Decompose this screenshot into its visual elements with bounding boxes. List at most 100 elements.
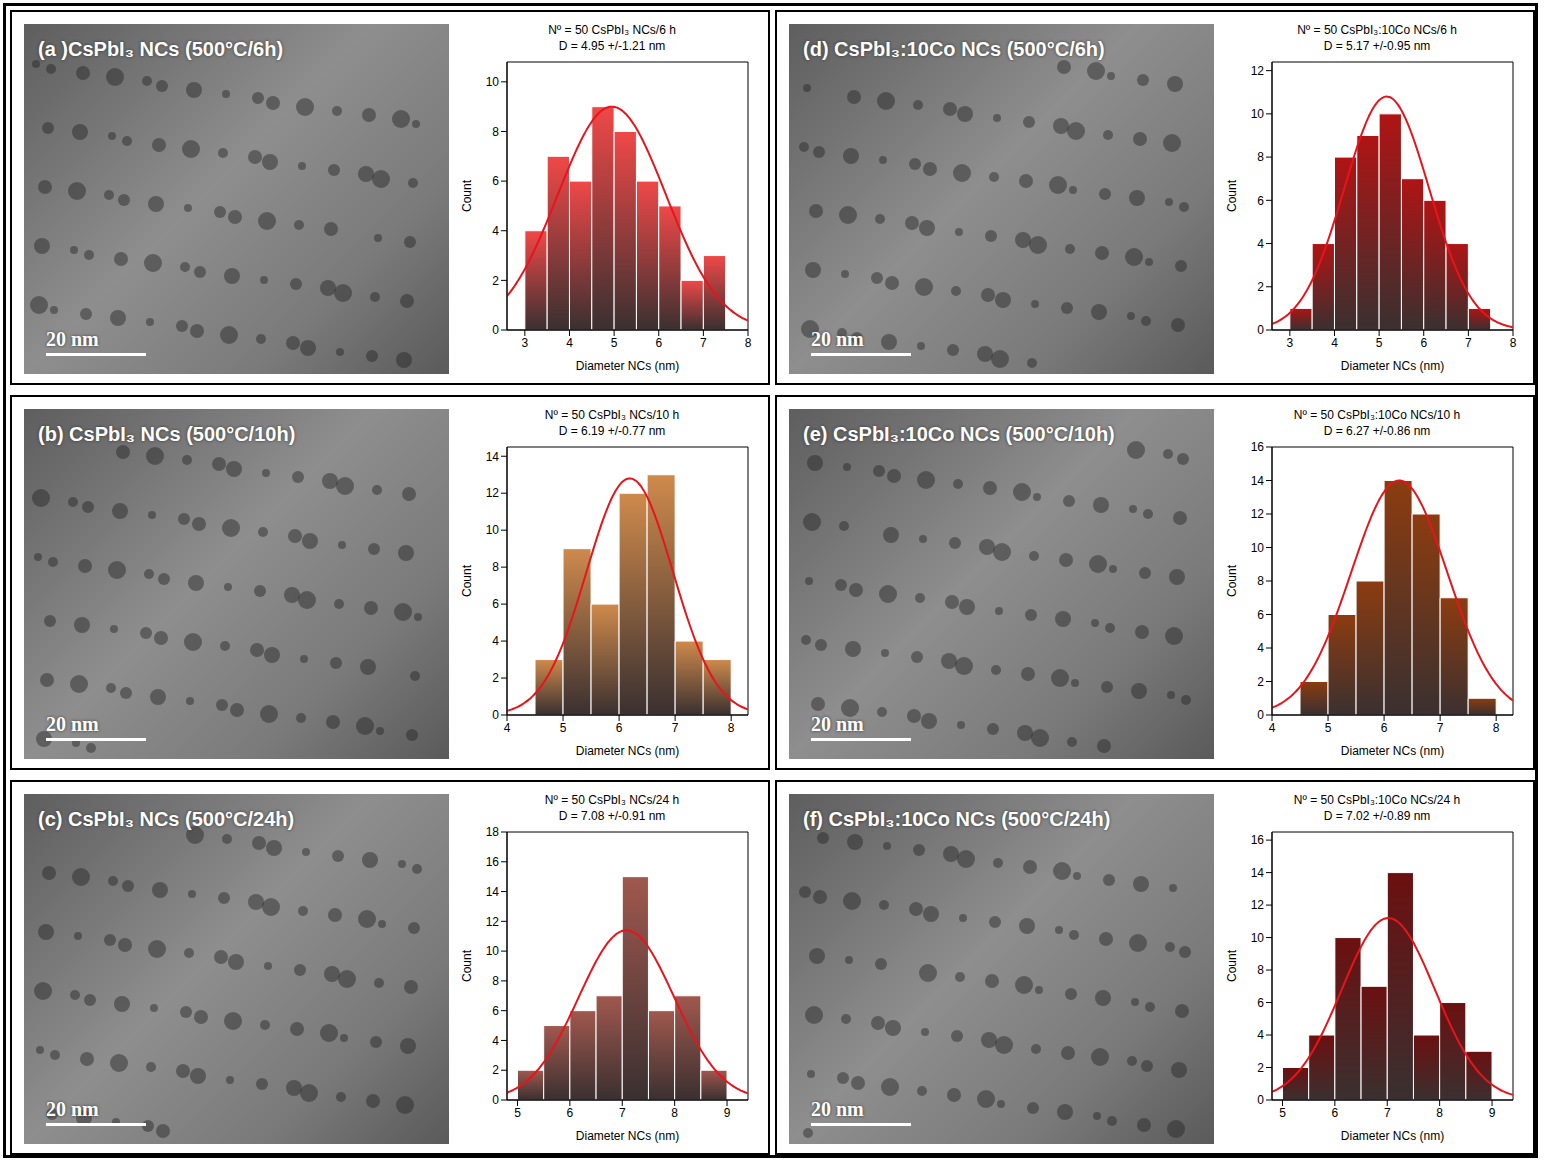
svg-text:4: 4 [1331, 336, 1338, 350]
svg-text:4: 4 [1257, 237, 1264, 251]
svg-text:6: 6 [1257, 194, 1264, 208]
svg-text:5: 5 [560, 721, 567, 735]
html-text:(b) CsPbI₃ NCs (500°C/10h): (b) CsPbI₃ NCs (500°C/10h) [38, 423, 296, 445]
svg-text:9: 9 [1489, 1106, 1496, 1120]
svg-text:5: 5 [514, 1106, 521, 1120]
svg-text:2: 2 [1257, 280, 1264, 294]
svg-text:4: 4 [1257, 641, 1264, 655]
svg-text:2: 2 [1257, 675, 1264, 689]
svg-text:9: 9 [724, 1106, 731, 1120]
svg-text:12: 12 [1251, 64, 1265, 78]
svg-text:5: 5 [1376, 336, 1383, 350]
html-text:(d) CsPbI₃:10Co NCs (500°C/6h): (d) CsPbI₃:10Co NCs (500°C/6h) [803, 38, 1105, 60]
svg-text:7: 7 [619, 1106, 626, 1120]
svg-text:10: 10 [486, 75, 500, 89]
svg-text:Diameter NCs (nm): Diameter NCs (nm) [576, 359, 679, 373]
svg-text:4: 4 [492, 1034, 499, 1048]
html-text:(c) CsPbI₃ NCs (500°C/24h): (c) CsPbI₃ NCs (500°C/24h) [38, 808, 295, 830]
svg-text:Diameter NCs (nm): Diameter NCs (nm) [1341, 359, 1444, 373]
svg-text:2: 2 [1257, 1061, 1264, 1075]
svg-text:7: 7 [672, 721, 679, 735]
svg-text:2: 2 [492, 1063, 499, 1077]
svg-text:10: 10 [1251, 931, 1265, 945]
svg-text:0: 0 [1257, 1093, 1264, 1107]
svg-text:4: 4 [492, 634, 499, 648]
svg-text:5: 5 [1279, 1106, 1286, 1120]
svg-text:Count: Count [1225, 564, 1239, 597]
svg-text:14: 14 [486, 885, 500, 899]
svg-text:8: 8 [1436, 1106, 1443, 1120]
svg-text:Count: Count [460, 949, 474, 982]
svg-text:5: 5 [1325, 721, 1332, 735]
svg-text:4: 4 [566, 336, 573, 350]
svg-text:7: 7 [1465, 336, 1472, 350]
svg-text:0: 0 [1257, 708, 1264, 722]
svg-text:4: 4 [1269, 721, 1276, 735]
svg-text:18: 18 [486, 826, 500, 839]
html-text:(a )CsPbI₃ NCs (500°C/6h): (a )CsPbI₃ NCs (500°C/6h) [38, 38, 284, 60]
svg-text:6: 6 [1381, 721, 1388, 735]
svg-text:10: 10 [486, 523, 500, 537]
svg-text:Count: Count [1225, 949, 1239, 982]
svg-text:6: 6 [492, 597, 499, 611]
svg-text:Diameter NCs (nm): Diameter NCs (nm) [576, 744, 679, 758]
svg-text:Count: Count [460, 179, 474, 212]
svg-text:8: 8 [728, 721, 735, 735]
svg-text:0: 0 [492, 1093, 499, 1107]
svg-text:8: 8 [492, 560, 499, 574]
svg-text:4: 4 [504, 721, 511, 735]
svg-text:Diameter NCs (nm): Diameter NCs (nm) [1341, 1129, 1444, 1143]
svg-text:12: 12 [1251, 898, 1265, 912]
svg-text:6: 6 [616, 721, 623, 735]
svg-text:14: 14 [486, 450, 500, 464]
svg-text:4: 4 [492, 224, 499, 238]
svg-text:14: 14 [1251, 866, 1265, 880]
svg-text:16: 16 [486, 855, 500, 869]
svg-text:16: 16 [1251, 441, 1265, 454]
svg-text:0: 0 [492, 323, 499, 337]
svg-text:12: 12 [1251, 507, 1265, 521]
svg-text:10: 10 [1251, 541, 1265, 555]
svg-text:Diameter NCs (nm): Diameter NCs (nm) [576, 1129, 679, 1143]
svg-text:6: 6 [492, 1004, 499, 1018]
html-text:20 nm: 20 nm [46, 713, 99, 735]
html-text:20 nm: 20 nm [46, 1098, 99, 1120]
svg-text:12: 12 [486, 915, 500, 929]
svg-text:2: 2 [492, 671, 499, 685]
svg-text:12: 12 [486, 486, 500, 500]
svg-text:0: 0 [492, 708, 499, 722]
svg-text:8: 8 [1510, 336, 1517, 350]
svg-text:7: 7 [1384, 1106, 1391, 1120]
svg-text:4: 4 [1257, 1028, 1264, 1042]
svg-text:6: 6 [1332, 1106, 1339, 1120]
html-text:20 nm: 20 nm [46, 328, 99, 350]
svg-text:14: 14 [1251, 474, 1265, 488]
svg-text:6: 6 [655, 336, 662, 350]
svg-text:3: 3 [1287, 336, 1294, 350]
svg-text:7: 7 [1437, 721, 1444, 735]
svg-text:10: 10 [1251, 107, 1265, 121]
svg-text:8: 8 [1257, 963, 1264, 977]
svg-text:2: 2 [492, 274, 499, 288]
svg-text:0: 0 [1257, 323, 1264, 337]
svg-text:5: 5 [611, 336, 618, 350]
svg-text:8: 8 [492, 125, 499, 139]
svg-text:8: 8 [745, 336, 752, 350]
svg-text:6: 6 [1257, 996, 1264, 1010]
svg-text:8: 8 [492, 974, 499, 988]
svg-text:8: 8 [1493, 721, 1500, 735]
svg-text:8: 8 [1257, 150, 1264, 164]
svg-text:3: 3 [522, 336, 529, 350]
svg-text:8: 8 [1257, 574, 1264, 588]
svg-text:6: 6 [1257, 608, 1264, 622]
svg-text:7: 7 [700, 336, 707, 350]
svg-text:6: 6 [567, 1106, 574, 1120]
svg-text:Count: Count [1225, 179, 1239, 212]
svg-text:Diameter NCs (nm): Diameter NCs (nm) [1341, 744, 1444, 758]
svg-text:16: 16 [1251, 833, 1265, 847]
svg-text:6: 6 [1420, 336, 1427, 350]
svg-text:6: 6 [492, 174, 499, 188]
svg-text:10: 10 [486, 944, 500, 958]
svg-text:8: 8 [671, 1106, 678, 1120]
svg-text:Count: Count [460, 564, 474, 597]
